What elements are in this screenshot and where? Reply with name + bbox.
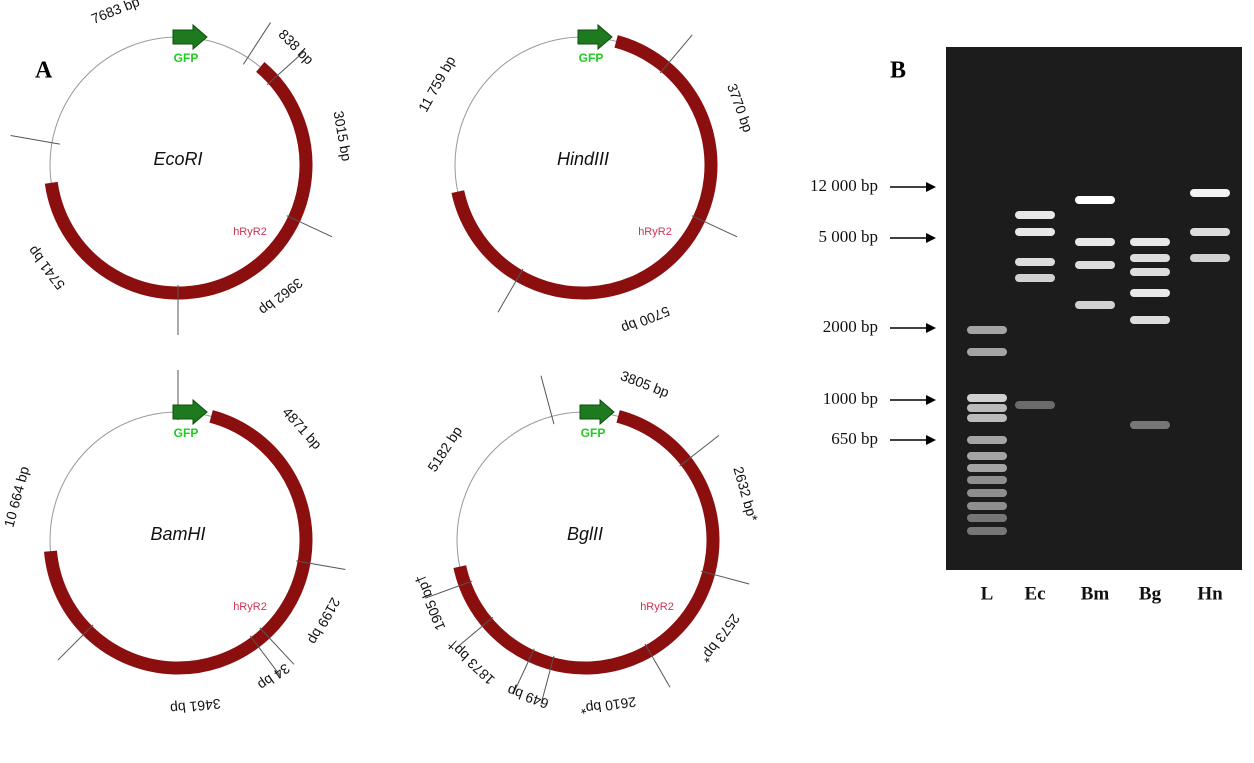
gel-band bbox=[967, 326, 1007, 334]
gel-band bbox=[1190, 228, 1230, 236]
gel-band bbox=[1015, 211, 1055, 219]
size-marker: 2000 bp bbox=[823, 317, 878, 336]
cut-site bbox=[541, 376, 554, 424]
panel-label: B bbox=[890, 58, 906, 84]
size-marker: 650 bp bbox=[831, 429, 878, 448]
lane-label: Hn bbox=[1197, 583, 1223, 604]
gel-band bbox=[967, 394, 1007, 402]
gel-band bbox=[967, 436, 1007, 444]
marker-arrowhead bbox=[926, 233, 936, 243]
gfp-label: GFP bbox=[579, 51, 604, 65]
cut-site bbox=[243, 22, 270, 64]
gel-band bbox=[967, 404, 1007, 412]
lane-label: Ec bbox=[1024, 583, 1045, 604]
fragment-label: 3461 bp bbox=[169, 696, 221, 717]
marker-arrowhead bbox=[926, 395, 936, 405]
enzyme-name: HindIII bbox=[557, 149, 609, 169]
panel-label: A bbox=[35, 58, 53, 84]
gel-band bbox=[1015, 228, 1055, 236]
insert-label: hRyR2 bbox=[638, 226, 672, 238]
gel-band bbox=[1015, 258, 1055, 266]
gel-band bbox=[967, 348, 1007, 356]
fragment-label: 5741 bp bbox=[24, 243, 68, 293]
gel-band bbox=[967, 527, 1007, 535]
fragment-label: 7683 bp bbox=[89, 0, 142, 27]
fragment-label: 838 bp bbox=[275, 26, 317, 68]
marker-arrowhead bbox=[926, 323, 936, 333]
lane-label: L bbox=[981, 583, 994, 604]
gel-band bbox=[967, 476, 1007, 484]
gfp-label: GFP bbox=[581, 426, 606, 440]
marker-arrowhead bbox=[926, 182, 936, 192]
lane-label: Bg bbox=[1139, 583, 1162, 604]
gel-band bbox=[967, 514, 1007, 522]
cut-site bbox=[660, 35, 692, 73]
enzyme-name: EcoRI bbox=[153, 149, 202, 169]
enzyme-name: BamHI bbox=[150, 524, 205, 544]
cut-site bbox=[58, 625, 93, 660]
lane-label: Bm bbox=[1081, 583, 1110, 604]
insert-label: hRyR2 bbox=[233, 601, 267, 613]
fragment-label: 1905 bp† bbox=[412, 573, 449, 633]
insert-arc bbox=[51, 67, 306, 293]
figure: A B GFP EcoRI hRyR2 7683 bp 838 bp 3015 bp 396… bbox=[0, 0, 1254, 758]
fragment-label: 3805 bp bbox=[618, 367, 671, 400]
fragment-label: 3962 bp bbox=[256, 275, 306, 319]
marker-arrowhead bbox=[926, 435, 936, 445]
fragment-label: 5700 bp bbox=[619, 303, 672, 337]
insert-label: hRyR2 bbox=[233, 226, 267, 238]
size-marker: 5 000 bp bbox=[819, 227, 879, 246]
gel-band bbox=[1190, 189, 1230, 197]
gel-band bbox=[1075, 196, 1115, 204]
gel-band bbox=[1075, 238, 1115, 246]
gfp-arrow bbox=[173, 25, 207, 49]
gel-band bbox=[1190, 254, 1230, 262]
gel-band bbox=[1015, 274, 1055, 282]
fragment-label: 34 bp bbox=[255, 660, 293, 693]
fragment-label: 2573 bp* bbox=[697, 611, 743, 666]
fragment-label: 3015 bp bbox=[330, 110, 355, 163]
cut-site bbox=[260, 628, 294, 665]
fragment-label: 2632 bp* bbox=[730, 465, 761, 524]
gel-band bbox=[1130, 268, 1170, 276]
gel-band bbox=[967, 452, 1007, 460]
gfp-label: GFP bbox=[174, 426, 199, 440]
gel-band bbox=[1015, 401, 1055, 409]
gel-band bbox=[967, 489, 1007, 497]
fragment-label: 1873 bp† bbox=[444, 637, 498, 689]
gel-band bbox=[1130, 421, 1170, 429]
gfp-arrow bbox=[580, 400, 614, 424]
gel-band bbox=[967, 502, 1007, 510]
fragment-label: 11 759 bp bbox=[415, 53, 459, 115]
gel-band bbox=[967, 414, 1007, 422]
gel-band bbox=[1130, 289, 1170, 297]
size-marker: 12 000 bp bbox=[810, 176, 878, 195]
gel-band bbox=[967, 464, 1007, 472]
size-marker: 1000 bp bbox=[823, 389, 878, 408]
gel-band bbox=[1130, 316, 1170, 324]
fragment-label: 5182 bp bbox=[424, 423, 465, 474]
gel-band bbox=[1075, 261, 1115, 269]
insert-label: hRyR2 bbox=[640, 601, 674, 613]
gfp-arrow bbox=[578, 25, 612, 49]
fragment-label: 2199 bp bbox=[305, 595, 344, 647]
gel-band bbox=[1075, 301, 1115, 309]
fragment-label: 10 664 bp bbox=[1, 464, 33, 529]
gfp-label: GFP bbox=[174, 51, 199, 65]
gel-band bbox=[1130, 238, 1170, 246]
fragment-label: 649 bp bbox=[505, 682, 551, 712]
fragment-label: 4871 bp bbox=[279, 404, 325, 452]
gel-band bbox=[1130, 254, 1170, 262]
fragment-label: 3770 bp bbox=[724, 81, 756, 134]
enzyme-name: BglII bbox=[567, 524, 603, 544]
fragment-label: 2610 bp* bbox=[579, 694, 637, 718]
